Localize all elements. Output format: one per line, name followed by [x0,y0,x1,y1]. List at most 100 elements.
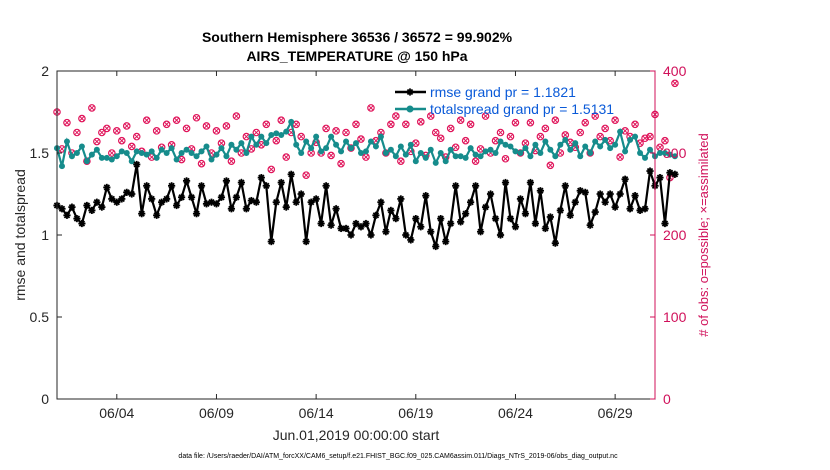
obs-count-point [302,171,310,179]
rmse-point [108,195,116,203]
totalspread-point [173,156,180,163]
rmse-point [73,215,81,223]
totalspread-point [462,154,469,161]
totalspread-point [293,141,300,148]
obs-count-point [88,104,96,112]
rmse-point [297,190,305,198]
obs-count-point [426,112,435,120]
totalspread-point [333,141,340,148]
totalspread-point [642,154,649,161]
totalspread-point [218,145,225,152]
rmse-point [387,206,395,214]
obs-count-point [481,112,490,120]
rmse-point [347,231,355,239]
obs-count-point [342,128,350,137]
totalspread-point [123,150,130,156]
rmse-point [437,215,445,223]
totalspread-point [647,146,654,153]
totalspread-point [492,150,499,156]
obs-count-point [122,122,131,130]
totalspread-point [103,154,110,161]
y-tick-label: 1.5 [30,145,50,161]
rmse-point [432,242,440,251]
obs-count-point [431,128,440,137]
totalspread-point [407,141,414,148]
totalspread-point [557,141,564,148]
rmse-point [83,201,91,210]
obs-count-point [162,120,171,129]
obs-count-point [282,153,291,161]
rmse-point [118,195,126,203]
obs-count-point [367,104,375,112]
obs-count-point [127,142,136,151]
rmse-point [227,205,236,213]
totalspread-point [343,138,350,145]
data-file-footer: data file: /Users/raeder/DAI/ATM_forcXX/… [178,453,618,460]
rmse-point [367,231,375,239]
obs-count-point [352,120,360,129]
rmse-point [546,213,554,221]
totalspread-point [58,163,65,170]
rmse-point [78,219,86,228]
obs-count-point [222,122,231,130]
obs-count-point [63,118,71,127]
rmse-point [252,198,260,206]
y-tick-label: 0 [41,391,49,407]
totalspread-point [447,146,454,153]
totalspread-point [198,148,205,155]
obs-count-point [387,120,395,129]
obs-count-point [466,120,475,129]
obs-count-point [232,112,241,120]
chart-title: Southern Hemisphere 36536 / 36572 = 99.9… [202,29,513,45]
totalspread-point [233,146,240,153]
totalspread-point [367,138,374,145]
rmse-point [307,198,315,206]
totalspread-point [268,131,275,138]
obs-count-point [297,132,305,141]
rmse-point [312,195,320,203]
totalspread-point [143,151,150,158]
totalspread-point [592,138,599,145]
totalspread-point [602,136,609,143]
totalspread-point [263,140,270,147]
obs-count-point [392,112,400,120]
rmse-point [317,219,325,228]
totalspread-point [392,153,399,160]
obs-count-point [402,120,410,129]
rmse-point [521,210,530,218]
totalspread-point [303,138,310,145]
y-right-axis-ticks: 0 100 200 300 400 [650,63,687,407]
rmse-point [168,182,176,190]
totalspread-point [338,148,345,155]
totalspread-point [133,148,140,155]
rmse-point [113,198,121,206]
rmse-point [267,237,275,246]
totalspread-point [612,141,619,148]
rmse-point [621,175,629,183]
rmse-point [641,205,649,213]
totalspread-point [183,146,190,153]
obs-count-point [397,157,405,166]
totalspread-point [487,146,494,153]
rmse-point [646,167,654,175]
rmse-point [177,193,186,201]
rmse-point [571,198,579,206]
obs-count-point [631,120,639,129]
rmse-point [362,219,370,228]
rmse-point [591,208,599,216]
rmse-point [148,195,156,203]
obs-count-point [576,128,585,137]
obs-count-point [646,132,654,141]
totalspread-point [68,153,75,160]
obs-count-point [252,128,261,137]
totalspread-point [278,131,285,138]
obs-count-point [496,128,505,137]
x-tick-label: 06/19 [398,405,433,421]
totalspread-point [308,145,315,152]
rmse-point [541,224,549,233]
totalspread-point [148,148,155,155]
rmse-point [63,211,71,219]
obs-count-point [337,159,345,168]
totalspread-point [427,146,434,153]
totalspread-point [617,128,624,135]
